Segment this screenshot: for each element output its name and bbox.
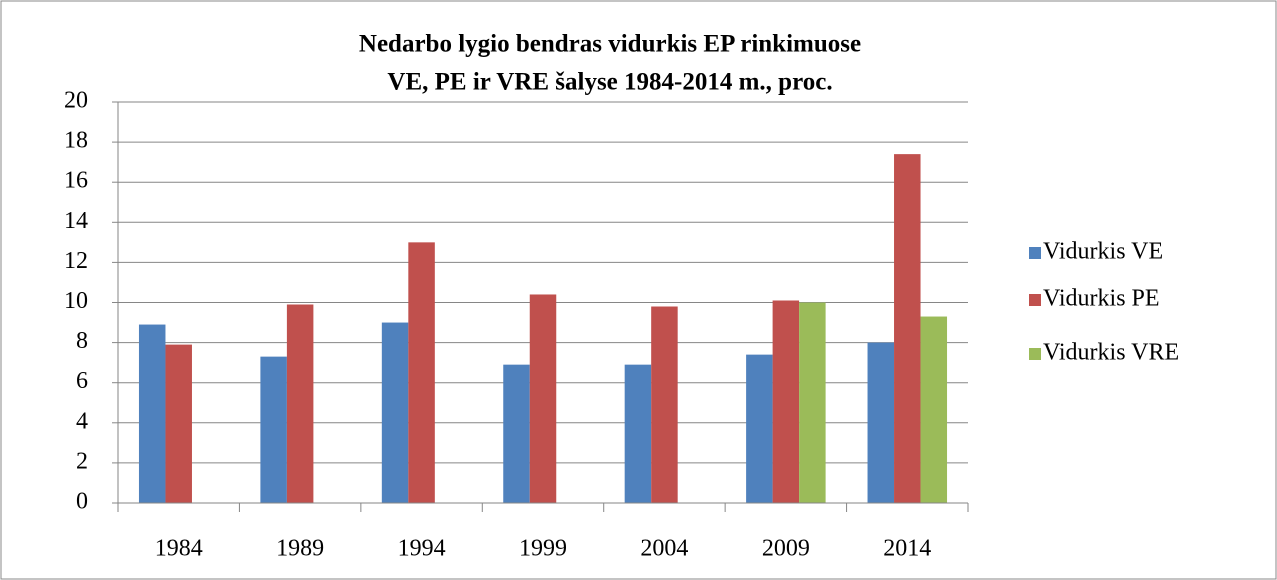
legend-label: Vidurkis VRE <box>1043 340 1179 366</box>
y-tick-label: 2 <box>76 448 88 474</box>
bar <box>894 154 921 503</box>
x-tick-label: 2014 <box>883 536 931 562</box>
x-tick-label: 1999 <box>519 536 567 562</box>
y-tick-label: 16 <box>64 168 88 194</box>
bar <box>260 356 287 503</box>
bar <box>920 316 948 503</box>
bar <box>286 304 314 503</box>
bar <box>624 364 652 503</box>
bar <box>746 354 773 503</box>
x-tick-label: 1989 <box>276 536 324 562</box>
chart-title: Nedarbo lygio bendras vidurkis EP rinkim… <box>359 31 861 58</box>
x-tick-label: 1984 <box>155 536 203 562</box>
y-tick-label: 0 <box>76 489 88 515</box>
bar <box>138 324 166 503</box>
chart-title: VE, PE ir VRE šalyse 1984-2014 m., proc. <box>387 69 832 96</box>
y-tick-label: 4 <box>76 408 88 434</box>
bar <box>799 302 826 503</box>
y-tick-label: 10 <box>64 288 88 314</box>
bar <box>503 364 530 503</box>
bar <box>408 242 435 503</box>
y-tick-label: 20 <box>64 88 88 114</box>
bar <box>867 342 895 503</box>
y-tick-label: 12 <box>64 248 88 274</box>
legend-label: Vidurkis PE <box>1043 286 1160 312</box>
y-tick-label: 14 <box>64 208 88 234</box>
bar <box>772 300 800 503</box>
legend-swatch <box>1029 294 1041 306</box>
x-tick-label: 2009 <box>762 536 810 562</box>
bar <box>381 322 409 503</box>
legend-label: Vidurkis VE <box>1043 239 1163 265</box>
y-tick-label: 6 <box>76 368 88 394</box>
x-tick-label: 1994 <box>398 536 446 562</box>
y-tick-label: 18 <box>64 128 88 154</box>
y-tick-label: 8 <box>76 328 88 354</box>
x-tick-label: 2004 <box>640 536 688 562</box>
legend-swatch <box>1029 247 1041 259</box>
bar <box>165 344 192 503</box>
legend-swatch <box>1029 348 1041 360</box>
bar <box>651 306 678 503</box>
bar <box>529 294 557 503</box>
